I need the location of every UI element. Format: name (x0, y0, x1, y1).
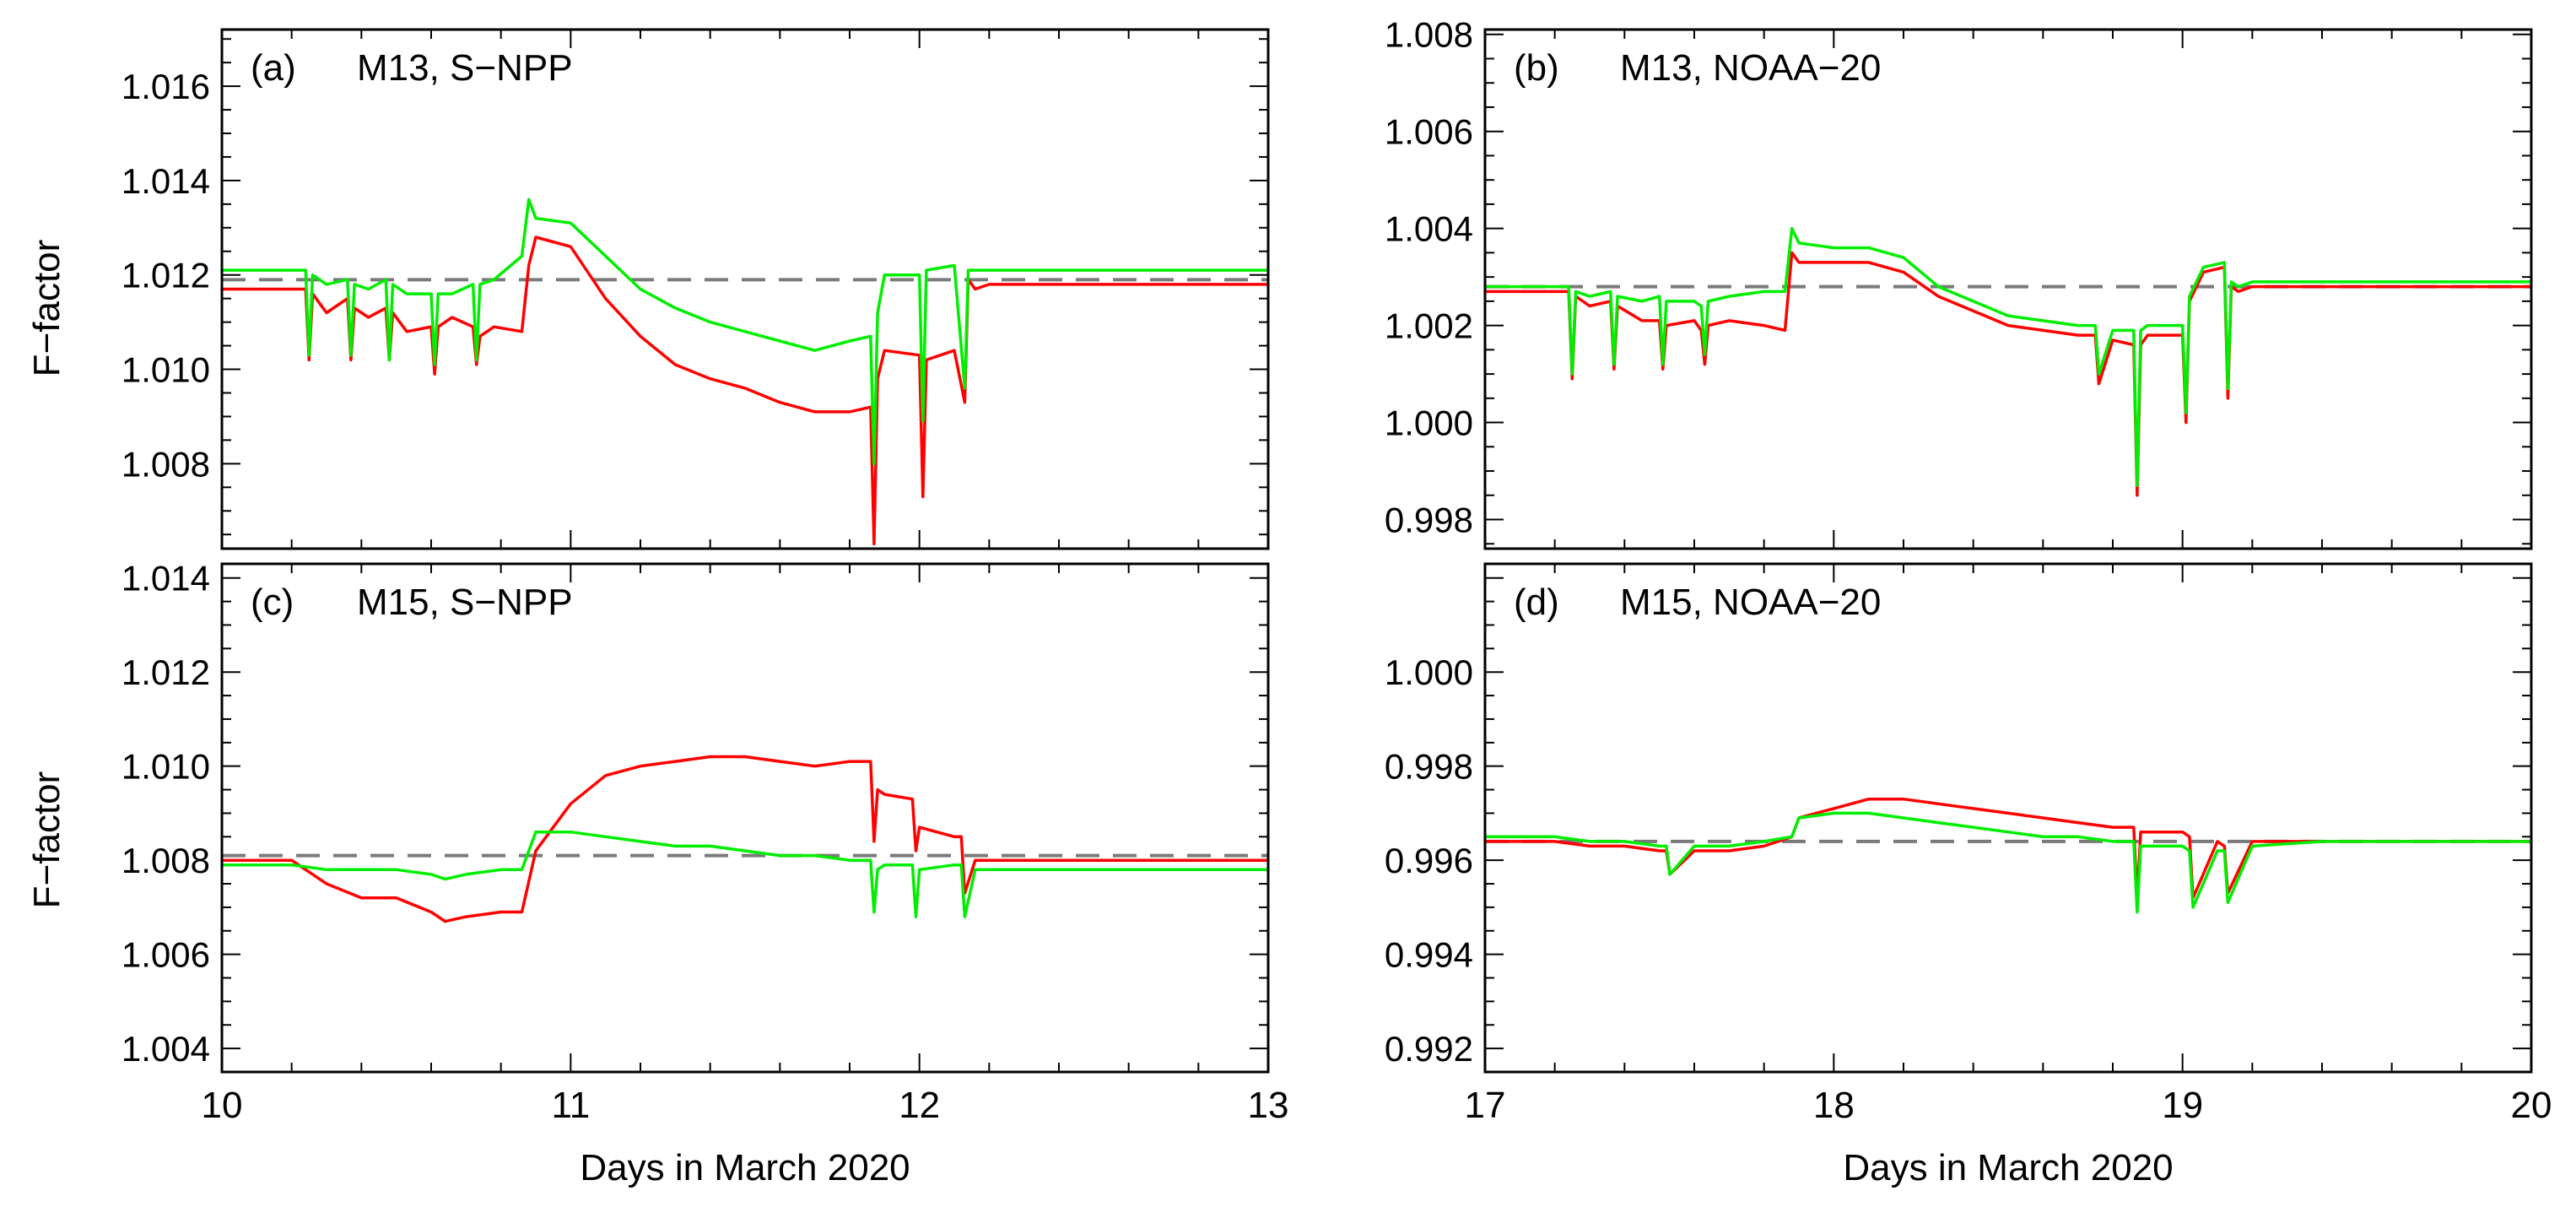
series-red-line (220, 235, 1270, 546)
x-tick-label: 18 (1813, 1085, 1855, 1126)
series-green-line (1483, 226, 2533, 488)
x-tick-label: 17 (1465, 1085, 1506, 1126)
y-tick-label: 1.008 (122, 841, 210, 880)
y-tick-label: 1.010 (122, 747, 210, 787)
y-tick-label: 1.002 (1385, 306, 1473, 346)
panel-title: M15, S−NPP (357, 582, 573, 623)
y-tick-label: 0.994 (1385, 935, 1473, 975)
plot-frame (1483, 562, 2533, 1074)
y-tick-label: 1.006 (122, 935, 210, 975)
x-tick-label: 11 (551, 1085, 590, 1126)
panel-c: 1.004 1.006 1.008 1.010 1.012 1.014 10 11 12 13 (c… (122, 559, 1289, 1126)
series-red-line (1483, 251, 2533, 497)
y-tick-label: 1.004 (122, 1029, 210, 1069)
y-tick-label: 1.004 (1385, 209, 1473, 249)
panel-label: (d) (1514, 582, 1559, 623)
panel-d: 0.992 0.994 0.996 0.998 1.000 17 18 19 20 (d) M15,… (1385, 562, 2552, 1126)
y-tick-label: 1.010 (122, 350, 210, 390)
x-tick-label: 10 (202, 1085, 243, 1126)
y-tick-label: 1.000 (1385, 403, 1473, 443)
y-tick-label: 1.008 (1385, 15, 1473, 55)
panel-title: M13, S−NPP (357, 47, 573, 89)
series-red-line (1483, 797, 2533, 900)
y-tick-label: 1.008 (122, 444, 210, 484)
y-axis-label-bottom: F−factor (26, 771, 68, 909)
y-tick-label: 1.016 (122, 67, 210, 106)
plot-frame (1483, 28, 2533, 550)
y-tick-label: 1.012 (122, 652, 210, 692)
panel-label: (a) (251, 47, 296, 89)
y-axis-label-top: F−factor (26, 240, 68, 377)
panel-b: 0.998 1.000 1.002 1.004 1.006 1.008 (b) M13, NO… (1385, 15, 2533, 550)
y-tick-label: 0.996 (1385, 841, 1473, 880)
y-tick-label: 1.014 (122, 559, 210, 598)
panels: 1.008 1.010 1.012 1.014 1.016 (a) M13, S−NPP 0.… (122, 15, 2552, 1126)
y-tick-label: 1.006 (1385, 112, 1473, 152)
series-green-line (220, 830, 1270, 918)
panel-label: (b) (1514, 47, 1559, 89)
panel-title: M13, NOAA−20 (1620, 47, 1881, 89)
panel-a: 1.008 1.010 1.012 1.014 1.016 (a) M13, S−NPP (122, 28, 1270, 550)
panel-label: (c) (251, 582, 294, 623)
x-tick-label: 13 (1248, 1085, 1289, 1126)
x-tick-label: 20 (2511, 1085, 2552, 1126)
y-tick-label: 0.998 (1385, 501, 1473, 540)
y-tick-label: 1.012 (122, 256, 210, 295)
x-axis-label-right: Days in March 2020 (1843, 1147, 2173, 1188)
y-tick-label: 1.000 (1385, 652, 1473, 692)
y-tick-label: 1.014 (122, 161, 210, 201)
x-axis-label-left: Days in March 2020 (580, 1147, 910, 1188)
series-green-line (1483, 811, 2533, 914)
x-tick-label: 12 (899, 1085, 940, 1126)
y-tick-label: 0.998 (1385, 747, 1473, 787)
x-tick-label: 19 (2162, 1085, 2203, 1126)
y-tick-label: 0.992 (1385, 1029, 1473, 1069)
plot-frame (220, 562, 1270, 1074)
series-green-line (220, 198, 1270, 466)
plot-frame (220, 28, 1270, 550)
series-red-line (220, 755, 1270, 923)
panel-title: M15, NOAA−20 (1620, 582, 1881, 623)
